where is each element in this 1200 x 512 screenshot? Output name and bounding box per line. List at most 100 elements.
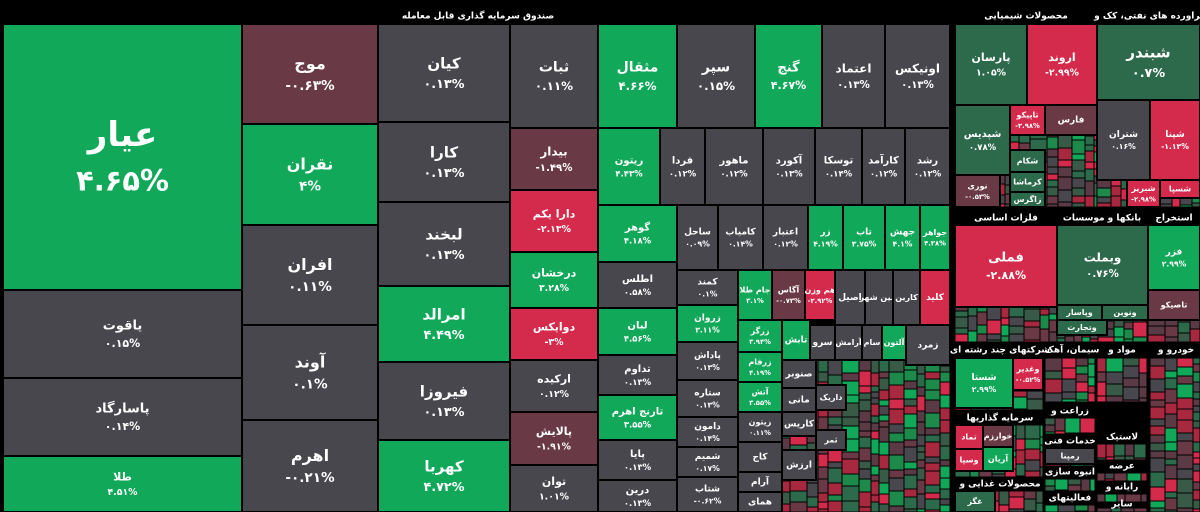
filler-cell [1046, 148, 1059, 158]
filler-cell [1075, 365, 1089, 375]
tile-name: موج [294, 54, 325, 73]
filler-cell [781, 491, 791, 505]
filler-cell [1164, 441, 1178, 452]
filler-cell [1104, 472, 1115, 480]
tile-change: ۴.۵۱% [107, 487, 138, 498]
filler-cell [1035, 502, 1044, 512]
tile-name: کارآمد [868, 154, 899, 167]
tile-name: درین [626, 485, 650, 496]
tile-name: زاگرس [1013, 194, 1041, 205]
tile-name: کاریس [784, 420, 815, 430]
filler-cell [1084, 168, 1095, 182]
filler-cell [1054, 430, 1066, 435]
tile-change: ۳.۹۴% [749, 338, 771, 346]
tile-name: آگاس [778, 285, 800, 296]
filler-cell [1074, 504, 1089, 512]
tile-change: ۰.۵۸% [624, 288, 652, 298]
tile-change: ۴.۱% [893, 239, 913, 248]
tile [509, 464, 599, 512]
filler-cell [870, 465, 880, 476]
tile-name: درخشان [532, 266, 577, 279]
filler-cell [1000, 335, 1010, 343]
sector-title: فراورده های نفتی، کک و [1093, 12, 1200, 22]
tile-change: ۰.۱% [292, 377, 328, 393]
filler-cell [939, 419, 951, 434]
filler-cell [1096, 472, 1106, 482]
tile-name: سپر [701, 60, 730, 76]
filler-cell [817, 359, 829, 373]
tile-change: ۰.۱۴% [728, 239, 753, 248]
filler-cell [976, 333, 988, 343]
tile-name: جواهر [922, 228, 947, 237]
filler-cell [1149, 471, 1166, 488]
filler-cell [1164, 388, 1178, 404]
filler-cell [1046, 203, 1059, 208]
tile [1044, 447, 1096, 465]
filler-cell [939, 498, 951, 506]
tile-name: شکام [1017, 157, 1039, 166]
tile-name: اعتماد [836, 61, 872, 75]
filler-cell [870, 372, 880, 387]
filler-cell [1164, 402, 1178, 415]
filler-cell [1046, 156, 1059, 168]
filler-cell [1149, 391, 1166, 401]
tile [737, 319, 783, 353]
tile-change: -۲.۹۸% [1131, 196, 1156, 204]
tile [1147, 289, 1200, 321]
filler-cell [1057, 201, 1073, 208]
tile [377, 439, 511, 512]
filler-cell [1054, 417, 1066, 432]
filler-cell [827, 467, 843, 484]
tile [781, 449, 817, 481]
tile [834, 324, 863, 361]
filler-cell [903, 488, 918, 498]
filler-cell [1024, 470, 1041, 478]
tile-name: امرالد [422, 306, 465, 324]
tile-name: جهش [890, 228, 915, 238]
filler-cell [1008, 325, 1025, 335]
filler-cell [1123, 338, 1134, 343]
filler-cell [903, 461, 918, 470]
tile [241, 23, 379, 125]
filler-cell [1044, 392, 1063, 403]
sector-title: زراعت و [1050, 407, 1089, 417]
filler-cell [916, 493, 926, 510]
tile-change: ۰.۱۳% [695, 400, 720, 409]
tile [884, 23, 951, 129]
tile-change: ۴.۳۸% [924, 240, 946, 248]
filler-cell [1071, 139, 1086, 155]
filler-cell [954, 310, 969, 318]
filler-cell [1192, 357, 1200, 365]
tile-name: زرفام [748, 358, 772, 367]
tile-name: اصیل [838, 293, 862, 303]
filler-cell [1096, 187, 1112, 198]
filler-cell [1126, 472, 1142, 482]
filler-cell [1084, 161, 1095, 170]
tile-name: وتجارت [1067, 323, 1096, 332]
filler-cell [1023, 320, 1041, 328]
filler-cell [1164, 377, 1178, 390]
tile [1044, 104, 1098, 136]
filler-cell [924, 389, 941, 401]
filler-cell [1124, 443, 1135, 457]
filler-cell [903, 398, 918, 407]
tile [1149, 99, 1200, 181]
filler-cell [1046, 136, 1059, 150]
tile [377, 23, 511, 123]
filler-cell [1061, 367, 1077, 380]
tile-name: شبریز [1130, 184, 1155, 193]
tile-change: ۰.۱۳% [837, 80, 870, 91]
tile-change: ۴.۶۵% [76, 164, 169, 198]
tile-name: نوری [968, 182, 988, 191]
filler-cell [1176, 357, 1194, 368]
filler-cell [1044, 357, 1063, 372]
filler-cell [903, 427, 918, 441]
filler-cell [841, 359, 860, 374]
filler-cell [1024, 448, 1041, 461]
filler-cell [1176, 397, 1194, 410]
tile-name: صنوبر [785, 370, 813, 380]
filler-cell [1044, 485, 1056, 492]
filler-cell [1057, 189, 1073, 203]
filler-cell [858, 506, 872, 512]
